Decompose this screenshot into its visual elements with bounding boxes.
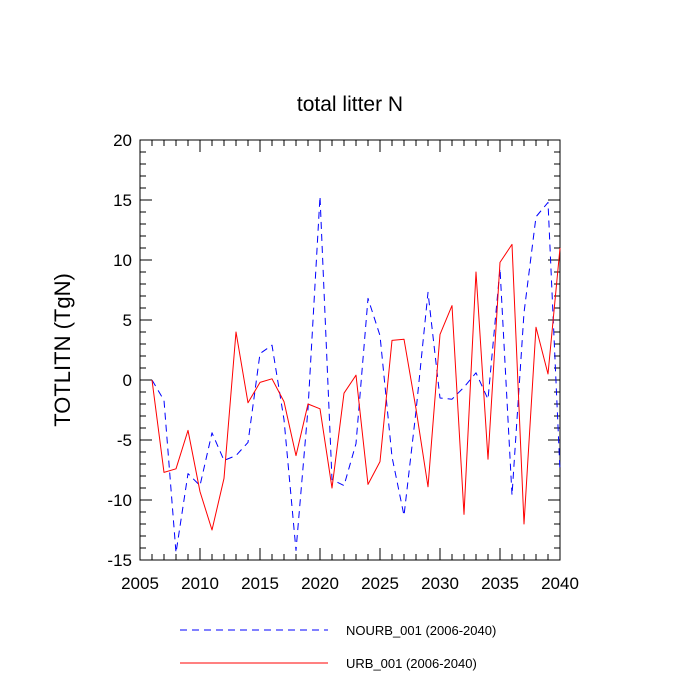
plot-border (139, 139, 561, 561)
plot-frame (139, 139, 561, 561)
y-axis: -15 -10 -5 0 5 10 15 20 (107, 131, 560, 570)
legend-label: URB_001 (2006-2040) (346, 656, 477, 671)
series-layer (151, 195, 561, 554)
y-tick-label: 0 (123, 371, 132, 390)
x-tick-label: 2030 (421, 574, 459, 593)
y-tick-label: -15 (107, 551, 132, 570)
y-tick-label: -5 (117, 431, 132, 450)
series-line-2 (151, 243, 561, 531)
y-tick-label: -10 (107, 491, 132, 510)
x-axis: 2005 2010 2015 2020 2025 2030 2035 2040 (121, 140, 579, 593)
y-tick-label: 20 (113, 131, 132, 150)
y-tick-label: 10 (113, 251, 132, 270)
x-tick-label: 2025 (361, 574, 399, 593)
y-axis-label: TOTLITN (TgN) (50, 273, 75, 427)
y-tick-label: 5 (123, 311, 132, 330)
x-tick-label: 2040 (541, 574, 579, 593)
y-tick-label: 15 (113, 191, 132, 210)
chart-title: total litter N (297, 93, 403, 116)
x-tick-label: 2020 (301, 574, 339, 593)
x-tick-label: 2010 (181, 574, 219, 593)
series-line-1 (151, 195, 561, 554)
x-tick-label: 2015 (241, 574, 279, 593)
legend: NOURB_001 (2006-2040) URB_001 (2006-2040) (180, 623, 496, 671)
x-tick-label: 2005 (121, 574, 159, 593)
legend-label: NOURB_001 (2006-2040) (346, 623, 496, 638)
x-tick-label: 2035 (481, 574, 519, 593)
